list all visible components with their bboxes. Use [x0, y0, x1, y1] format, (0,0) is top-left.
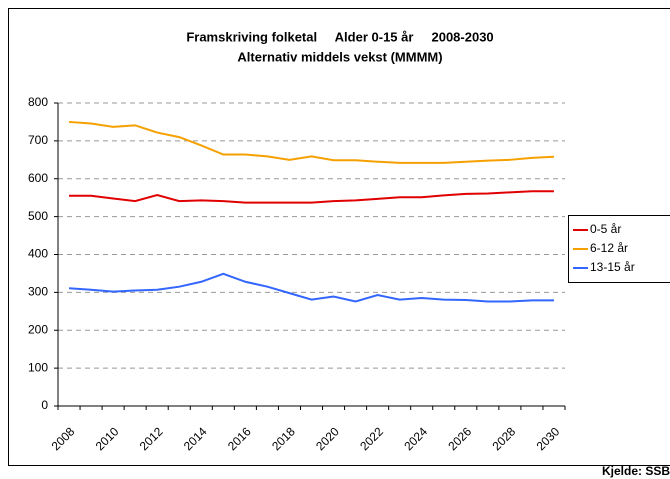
chart-frame — [8, 8, 670, 466]
series-line — [68, 272, 554, 303]
series-line — [69, 190, 554, 204]
y-tick-label: 100 — [28, 360, 48, 374]
y-tick-label: 400 — [28, 247, 48, 261]
series-line — [68, 120, 555, 164]
legend-label: 6-12 år — [590, 241, 628, 255]
y-tick-label: 200 — [28, 322, 48, 336]
source: Kjelde: SSB — [602, 464, 670, 478]
chart-subtitle: Alternativ middels vekst (MMMM) — [237, 49, 442, 64]
y-tick-label: 800 — [28, 95, 48, 109]
y-tick-label: 700 — [28, 133, 48, 147]
y-tick-label: 300 — [28, 285, 48, 299]
y-tick-label: 0 — [41, 398, 48, 412]
legend-label: 0-5 år — [590, 222, 621, 236]
chart-title: Framskriving folketal Alder 0-15 år 2008… — [186, 29, 493, 44]
y-tick-label: 500 — [28, 209, 48, 223]
legend-label: 13-15 år — [590, 260, 635, 274]
y-tick-label: 600 — [28, 171, 48, 185]
